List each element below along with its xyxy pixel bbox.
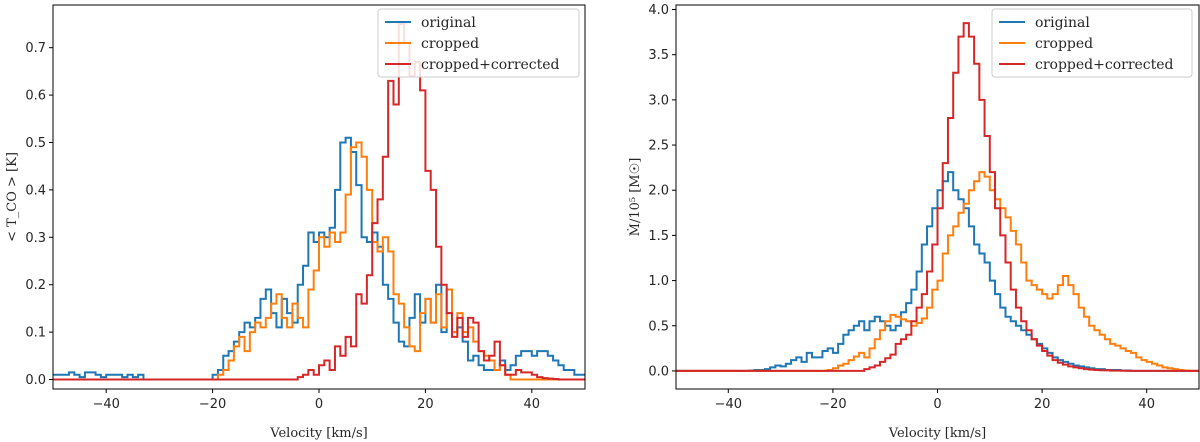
y-tick-label: 0.2 [25, 278, 46, 293]
legend-box [991, 8, 1193, 78]
x-tick-label: −40 [92, 397, 119, 412]
y-tick-label: 0.5 [648, 319, 669, 334]
x-tick-label: −40 [715, 397, 742, 412]
series-line-original [676, 171, 1199, 372]
x-tick-label: −20 [199, 397, 226, 412]
x-tick-label: 40 [524, 397, 541, 412]
x-tick-label: 40 [1138, 397, 1155, 412]
series-line-cropped-corrected [53, 22, 585, 381]
y-tick-label: 2.0 [648, 184, 669, 199]
legend: original cropped cropped+corrected [991, 8, 1193, 78]
y-tick-label: 2.5 [648, 139, 669, 154]
x-tick-label: 20 [1034, 397, 1051, 412]
legend-box [377, 8, 580, 78]
series-line-cropped-corrected [676, 22, 1199, 372]
left-panel: −40 −20 0 20 40 0.0 0.1 0.2 0.3 0.4 0.5 0.6 0.7 Veloc… [5, 4, 586, 441]
y-tick-label: 0.6 [25, 89, 46, 104]
series-line-cropped [53, 141, 585, 381]
y-tick-label: 0.4 [25, 183, 46, 198]
x-tick-label: 0 [933, 397, 941, 412]
y-tick-label: 0.3 [25, 231, 46, 246]
y-tick-label: 0.1 [25, 326, 46, 341]
y-tick-label: 0.7 [25, 41, 46, 56]
x-axis-title: Velocity [km/s] [269, 426, 367, 441]
series-group [53, 22, 585, 381]
legend-label: original [421, 15, 476, 31]
y-tick-label: 0.5 [25, 136, 46, 151]
y-tick-label: 4.0 [648, 3, 669, 18]
y-tick-label: 0.0 [648, 364, 669, 379]
y-tick-label: 3.0 [648, 93, 669, 108]
x-tick-label: 20 [417, 397, 434, 412]
x-tick-label: 0 [315, 397, 323, 412]
legend-label: cropped+corrected [421, 57, 560, 73]
y-tick-label: 0.0 [25, 373, 46, 388]
y-tick-label: 1.5 [648, 229, 669, 244]
y-tick-label: 1.0 [648, 274, 669, 289]
y-axis-title: Ṁ/10⁵ [M☉] [626, 158, 643, 237]
x-axis-title: Velocity [km/s] [888, 426, 986, 441]
x-tick-label: −20 [819, 397, 846, 412]
legend-label: original [1035, 15, 1090, 31]
right-panel: −40 −20 0 20 40 0.0 0.5 1.0 1.5 2.0 2.5 3.0 3.5 4.0 Ve… [626, 3, 1200, 441]
legend-label: cropped [421, 36, 479, 52]
y-tick-label: 3.5 [648, 48, 669, 63]
series-group [676, 22, 1199, 372]
legend-label: cropped+corrected [1035, 57, 1174, 73]
legend-label: cropped [1035, 36, 1093, 52]
legend: original cropped cropped+corrected [377, 8, 580, 78]
y-axis-title: < T_CO > [K] [5, 152, 20, 242]
